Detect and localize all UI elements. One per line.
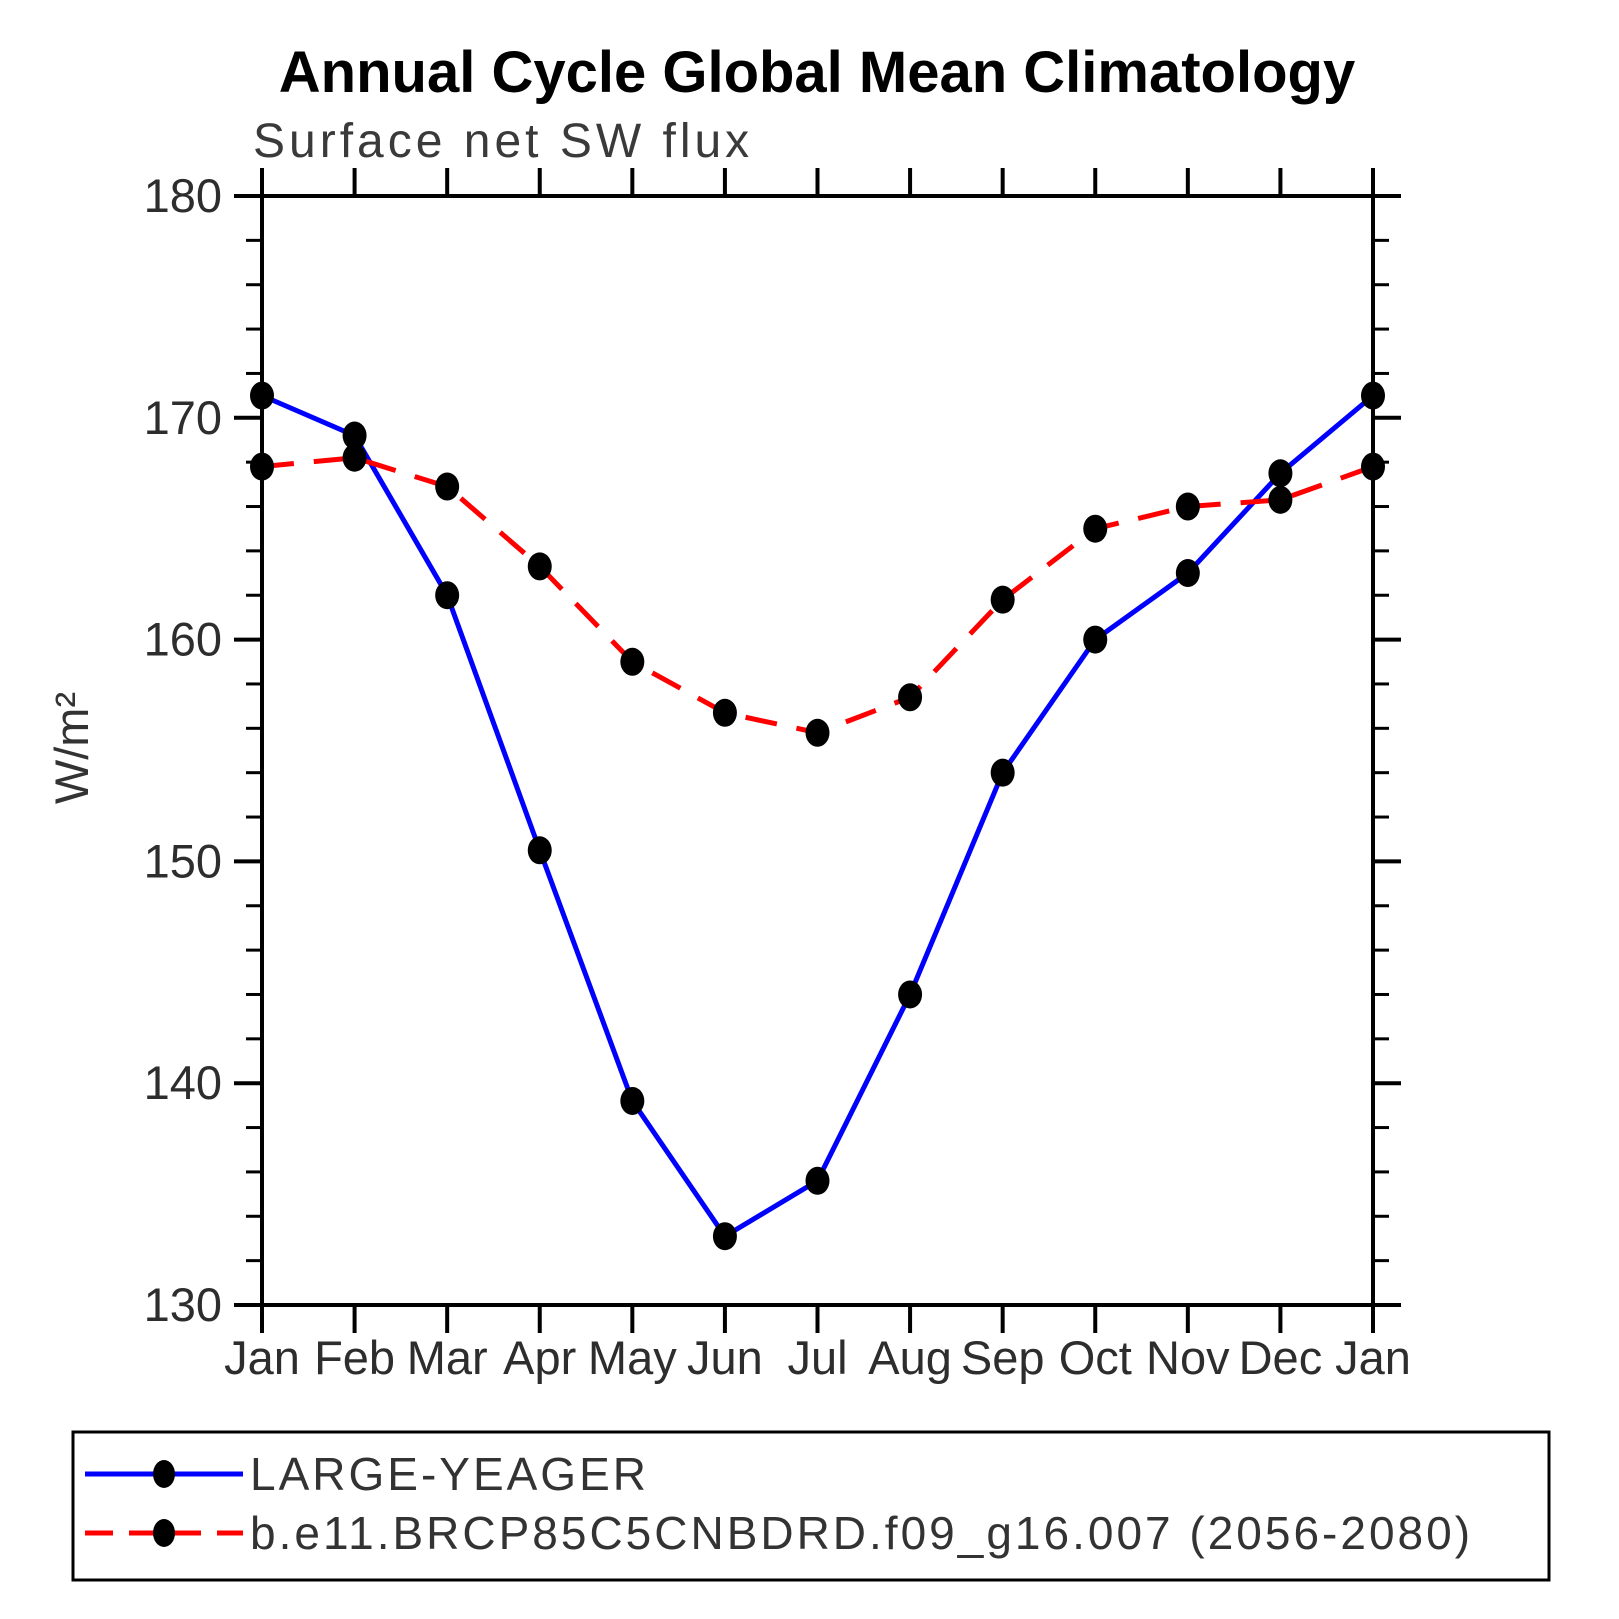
x-axis-tick-label: Dec (1239, 1331, 1323, 1384)
data-point (250, 452, 274, 481)
x-axis-tick-label: Jan (224, 1331, 300, 1384)
axis-box (260, 194, 1375, 1307)
data-point (990, 585, 1015, 614)
data-point (898, 683, 923, 712)
x-axis-tick-label: Aug (868, 1331, 952, 1384)
series-line-1 (261, 455, 1374, 736)
x-axis-tick-label: Nov (1146, 1331, 1230, 1384)
x-axis-tick-label: Sep (961, 1331, 1045, 1384)
data-point (712, 1222, 737, 1251)
x-axis-tick-label: May (588, 1331, 677, 1384)
plot-area: Jan Feb Mar Apr May Jun Jul Aug Sep Oct Nov Dec Jan1… (144, 168, 1411, 1384)
y-axis-label: W/m² (45, 692, 98, 804)
series-line-0 (261, 393, 1375, 1240)
x-axis-tick-label: Feb (314, 1331, 395, 1384)
y-axis-tick-label: 130 (144, 1278, 222, 1331)
x-axis-tick-label: Apr (503, 1331, 576, 1384)
x-axis-tick-label: Jan (1335, 1331, 1411, 1384)
legend-marker (153, 1519, 175, 1547)
legend-label: b.e11.BRCP85C5CNBDRD.f09_g16.007 (2056-2… (250, 1507, 1473, 1559)
x-axis-tick-label: Jul (787, 1331, 847, 1384)
data-point (1268, 485, 1293, 514)
data-point (1083, 514, 1108, 543)
data-point (805, 718, 830, 747)
y-axis-tick-label: 170 (144, 391, 222, 444)
data-point (1083, 625, 1108, 654)
legend: LARGE-YEAGER b.e11.BRCP85C5CNBDRD.f09_g16… (71, 1430, 1551, 1582)
data-point (1175, 492, 1200, 521)
data-point (342, 443, 367, 472)
y-axis-tick-label: 180 (144, 169, 222, 222)
data-point (435, 581, 460, 610)
x-axis-tick-label: Jun (687, 1331, 763, 1384)
data-point (342, 421, 367, 450)
data-point (1175, 559, 1200, 588)
data-point (1268, 459, 1293, 488)
data-point (898, 980, 923, 1009)
chart-subtitle: Surface net SW flux (253, 115, 753, 168)
data-point (805, 1166, 830, 1195)
data-point (250, 381, 274, 410)
chart-title: Annual Cycle Global Mean Climatology (279, 40, 1355, 105)
data-point (527, 836, 552, 865)
y-axis-tick-label: 140 (144, 1056, 222, 1109)
data-point (620, 1086, 645, 1115)
data-point (1361, 452, 1385, 481)
y-axis-tick-label: 160 (144, 613, 222, 666)
x-axis-tick-label: Mar (407, 1331, 488, 1384)
data-point (1361, 381, 1385, 410)
data-point (435, 472, 460, 501)
legend-label: LARGE-YEAGER (250, 1448, 649, 1500)
legend-box (71, 1430, 1551, 1582)
y-axis-tick-label: 150 (144, 834, 222, 887)
data-point (620, 647, 645, 676)
data-point (712, 698, 737, 727)
data-point (990, 758, 1015, 787)
x-axis-tick-label: Oct (1059, 1331, 1132, 1384)
legend-marker (153, 1460, 175, 1488)
data-point (527, 552, 552, 581)
